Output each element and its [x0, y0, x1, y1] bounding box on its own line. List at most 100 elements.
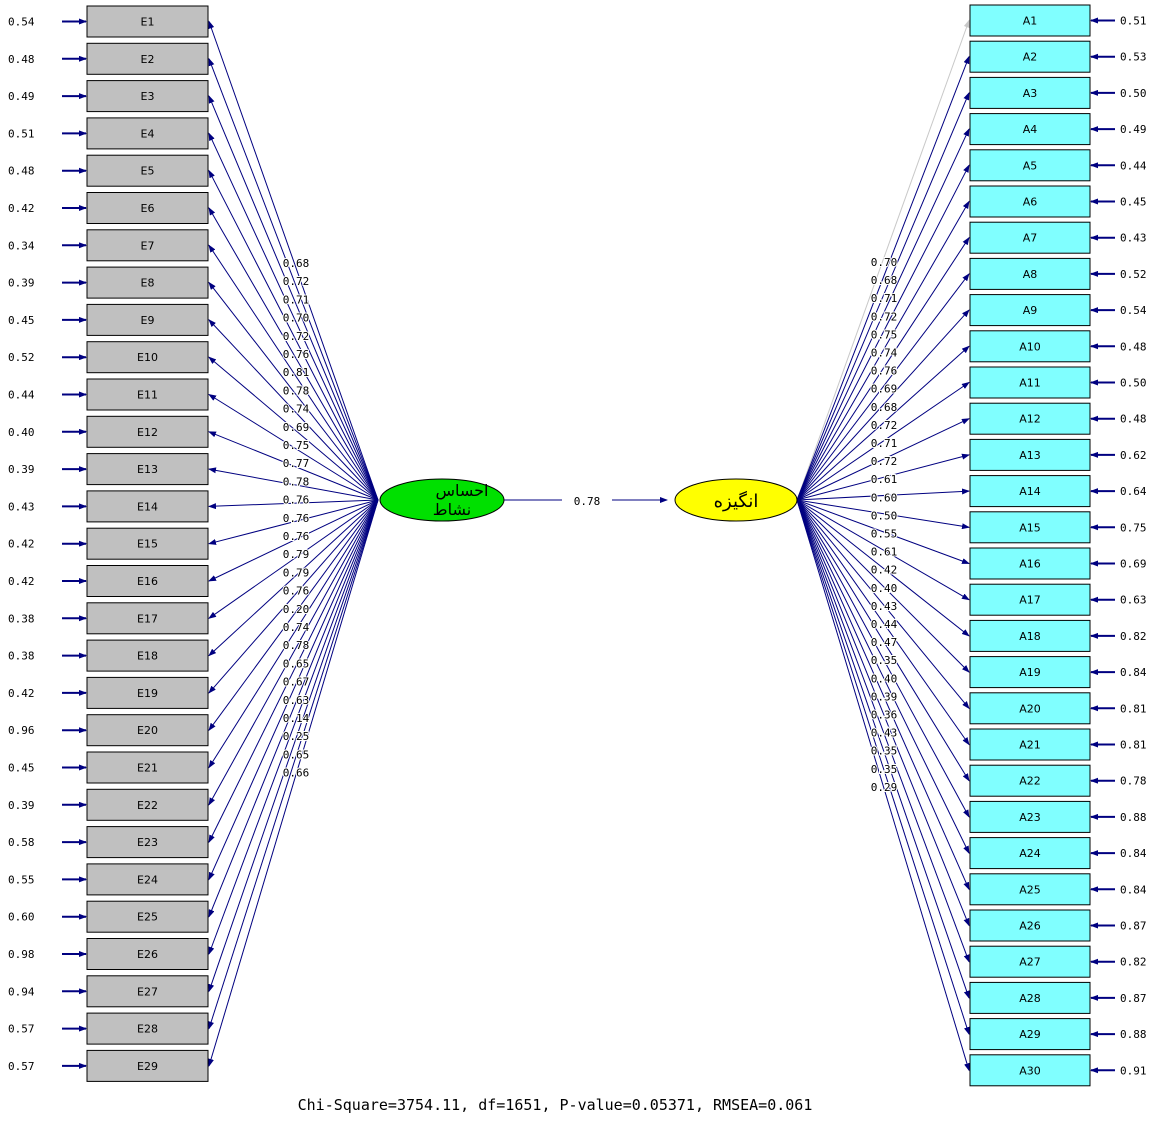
- loading-arrow-e9[interactable]: [208, 319, 379, 501]
- loading-arrow-a6[interactable]: [796, 200, 970, 501]
- indicator-box-a21[interactable]: [969, 728, 1091, 761]
- indicator-box-a10[interactable]: [969, 330, 1091, 363]
- indicator-box-e28[interactable]: [86, 1012, 209, 1045]
- indicator-box-a18[interactable]: [969, 619, 1091, 652]
- loading-arrow-a7[interactable]: [796, 236, 970, 501]
- loading-arrow-e4[interactable]: [208, 132, 379, 501]
- indicator-box-a15[interactable]: [969, 511, 1091, 544]
- indicator-box-a26[interactable]: [969, 909, 1091, 942]
- loading-arrow-a13[interactable]: [796, 453, 970, 501]
- loading-arrow-e27[interactable]: [208, 499, 379, 993]
- indicator-box-e16[interactable]: [86, 565, 209, 597]
- loading-arrow-e3[interactable]: [208, 95, 379, 501]
- loading-arrow-e28[interactable]: [208, 499, 379, 1030]
- indicator-box-e8[interactable]: [86, 266, 209, 299]
- loading-arrow-e13[interactable]: [208, 467, 379, 501]
- loading-arrow-a3[interactable]: [796, 91, 970, 501]
- indicator-box-e3[interactable]: [86, 80, 209, 113]
- loading-arrow-e29[interactable]: [208, 499, 379, 1067]
- loading-arrow-a22[interactable]: [796, 499, 970, 782]
- loading-arrow-a20[interactable]: [796, 499, 970, 710]
- loading-arrow-a2[interactable]: [796, 55, 970, 501]
- indicator-box-a12[interactable]: [969, 402, 1091, 435]
- indicator-box-e27[interactable]: [86, 975, 209, 1008]
- indicator-box-e19[interactable]: [86, 676, 209, 709]
- loading-arrow-a25[interactable]: [796, 499, 970, 891]
- loading-arrow-e23[interactable]: [208, 499, 379, 843]
- loading-arrow-a10[interactable]: [796, 345, 970, 501]
- loading-arrow-a21[interactable]: [796, 499, 970, 746]
- indicator-box-e20[interactable]: [86, 714, 209, 747]
- indicator-box-e12[interactable]: [86, 415, 209, 448]
- latent-right[interactable]: انگیزه: [674, 478, 798, 522]
- indicator-box-a30[interactable]: [969, 1054, 1091, 1087]
- loading-arrow-a5[interactable]: [796, 164, 970, 501]
- loading-arrow-a18[interactable]: [796, 499, 970, 637]
- indicator-box-e24[interactable]: [86, 863, 209, 896]
- indicator-box-e7[interactable]: [86, 229, 209, 262]
- indicator-box-e18[interactable]: [86, 639, 209, 672]
- indicator-box-a22[interactable]: [969, 764, 1091, 797]
- loading-arrow-e14[interactable]: [208, 499, 379, 510]
- loading-arrow-e22[interactable]: [208, 499, 379, 806]
- indicator-box-e9[interactable]: [86, 303, 209, 336]
- indicator-box-e14[interactable]: [86, 490, 209, 523]
- indicator-box-a2[interactable]: [969, 40, 1091, 73]
- indicator-box-e15[interactable]: [86, 527, 209, 560]
- indicator-box-a9[interactable]: [969, 294, 1091, 327]
- indicator-box-a3[interactable]: [969, 76, 1091, 109]
- indicator-box-e5[interactable]: [86, 154, 209, 187]
- loading-arrow-a12[interactable]: [796, 418, 970, 501]
- indicator-box-a13[interactable]: [969, 438, 1091, 471]
- loading-arrow-e2[interactable]: [208, 57, 379, 501]
- loading-arrow-e12[interactable]: [208, 431, 379, 501]
- loading-arrow-e6[interactable]: [208, 207, 379, 501]
- indicator-box-a11[interactable]: [969, 366, 1091, 399]
- loading-arrow-e24[interactable]: [208, 499, 379, 881]
- indicator-box-e17[interactable]: [86, 602, 209, 635]
- loading-arrow-a26[interactable]: [796, 499, 970, 927]
- latent-left-ellipse[interactable]: [379, 478, 505, 522]
- indicator-box-e26[interactable]: [86, 938, 209, 970]
- loading-arrow-a30[interactable]: [796, 499, 970, 1072]
- indicator-box-a14[interactable]: [969, 475, 1091, 508]
- indicator-box-e11[interactable]: [86, 378, 209, 411]
- loading-arrow-e21[interactable]: [208, 499, 379, 769]
- loading-arrow-e11[interactable]: [208, 393, 379, 501]
- loading-arrow-e7[interactable]: [208, 244, 379, 501]
- indicator-box-e10[interactable]: [86, 341, 209, 374]
- loading-arrow-e18[interactable]: [208, 499, 379, 657]
- loading-arrow-e5[interactable]: [208, 169, 379, 501]
- loading-arrow-e8[interactable]: [208, 281, 379, 501]
- latent-left[interactable]: احساس نشاط: [379, 478, 505, 522]
- indicator-box-a6[interactable]: [969, 185, 1091, 218]
- loading-arrow-a23[interactable]: [796, 499, 970, 818]
- indicator-box-e4[interactable]: [86, 117, 209, 150]
- loading-arrow-e10[interactable]: [208, 356, 379, 501]
- indicator-box-e6[interactable]: [86, 192, 209, 224]
- indicator-box-e2[interactable]: [86, 42, 209, 75]
- loading-arrow-a19[interactable]: [796, 499, 970, 673]
- loading-arrow-a28[interactable]: [796, 499, 970, 999]
- loading-arrow-a4[interactable]: [796, 128, 970, 501]
- loading-arrow-e1[interactable]: [208, 20, 379, 501]
- loading-arrow-e15[interactable]: [208, 499, 379, 545]
- loading-arrow-e26[interactable]: [208, 499, 379, 955]
- indicator-box-e21[interactable]: [86, 751, 209, 784]
- loading-arrow-a29[interactable]: [796, 499, 970, 1036]
- indicator-box-a7[interactable]: [969, 221, 1091, 254]
- loading-arrow-a17[interactable]: [796, 499, 970, 601]
- indicator-box-e1[interactable]: [86, 5, 209, 38]
- loading-arrow-e25[interactable]: [208, 499, 379, 918]
- latent-right-ellipse[interactable]: [674, 478, 798, 522]
- indicator-box-e13[interactable]: [86, 453, 209, 486]
- indicator-box-a20[interactable]: [969, 692, 1091, 725]
- loading-arrow-a15[interactable]: [796, 499, 970, 530]
- indicator-box-a25[interactable]: [969, 873, 1091, 906]
- indicator-box-a28[interactable]: [969, 981, 1091, 1014]
- loading-arrow-e19[interactable]: [208, 499, 379, 694]
- loading-arrow-a14[interactable]: [796, 488, 970, 501]
- loading-arrow-a27[interactable]: [796, 499, 970, 963]
- indicator-box-a29[interactable]: [969, 1018, 1091, 1051]
- loading-arrow-e17[interactable]: [208, 499, 379, 619]
